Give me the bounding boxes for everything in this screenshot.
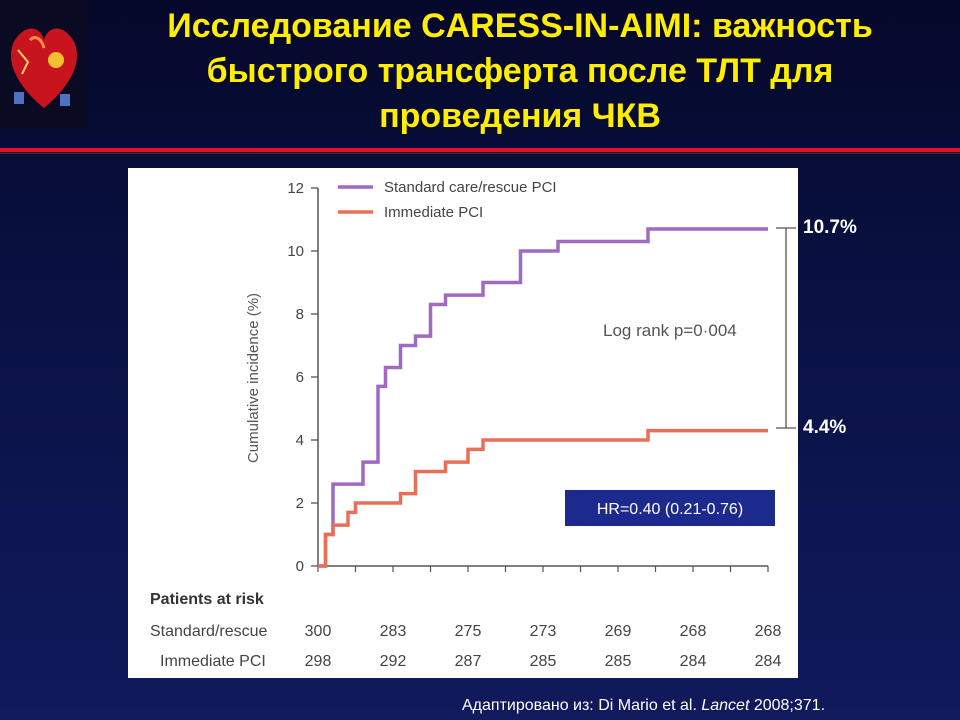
risk-value: 300	[305, 623, 332, 640]
risk-table-title: Patients at risk	[150, 591, 264, 608]
title-line-3: проведения ЧКВ	[379, 97, 661, 135]
hr-box	[565, 490, 775, 526]
y-tick-label: 4	[296, 432, 304, 449]
risk-row-label-immediate: Immediate PCI	[160, 653, 266, 670]
y-tick-label: 12	[287, 180, 304, 197]
risk-value: 268	[755, 623, 782, 640]
slide-title: Исследование CARESS-IN-AIMI: важность бы…	[80, 4, 960, 139]
y-tick-label: 8	[296, 306, 304, 323]
series-line-immediate	[318, 428, 768, 568]
risk-row-label-standard: Standard/rescue	[150, 623, 268, 640]
risk-value: 284	[755, 653, 782, 670]
y-tick-label: 6	[296, 369, 304, 386]
title-line-2: быстрого трансферта после ТЛТ для	[206, 52, 834, 90]
legend-label-immediate: Immediate PCI	[384, 204, 483, 221]
y-tick-label: 10	[287, 243, 304, 260]
series-line-standard	[318, 227, 768, 568]
title-divider-shadow	[0, 153, 960, 154]
end-label-immediate: 4.4%	[803, 417, 847, 438]
risk-value: 283	[380, 623, 407, 640]
title-line-1: Исследование CARESS-IN-AIMI: важность	[167, 7, 873, 45]
end-label-standard: 10.7%	[803, 217, 857, 238]
citation-journal: Lancet	[701, 697, 750, 714]
chart-panel: 0 2 4 6 8 10 12 Cumulative incidence (%) Stand…	[128, 168, 798, 678]
legend-label-standard: Standard care/rescue PCI	[384, 179, 557, 196]
risk-value: 284	[680, 653, 707, 670]
risk-value: 273	[530, 623, 557, 640]
log-rank-annotation: Log rank p=0·004	[603, 321, 737, 340]
risk-value: 285	[605, 653, 632, 670]
citation-prefix: Адаптировано из: Di Mario et al.	[462, 697, 702, 714]
risk-value: 275	[455, 623, 482, 640]
citation-suffix: 2008;371.	[749, 697, 826, 714]
y-axis-label: Cumulative incidence (%)	[245, 293, 262, 463]
risk-value: 285	[530, 653, 557, 670]
hr-label: HR=0.40 (0.21-0.76)	[597, 501, 743, 518]
y-tick-label: 0	[296, 558, 304, 575]
risk-value: 287	[455, 653, 482, 670]
risk-value: 269	[605, 623, 632, 640]
title-divider	[0, 148, 960, 152]
km-chart: 0 2 4 6 8 10 12 Cumulative incidence (%) Stand…	[150, 179, 796, 670]
risk-value: 292	[380, 653, 407, 670]
risk-value: 268	[680, 623, 707, 640]
y-tick-label: 2	[296, 495, 304, 512]
risk-value: 298	[305, 653, 332, 670]
heart-logo	[0, 0, 88, 128]
citation: Адаптировано из: Di Mario et al. Lancet …	[462, 697, 825, 715]
